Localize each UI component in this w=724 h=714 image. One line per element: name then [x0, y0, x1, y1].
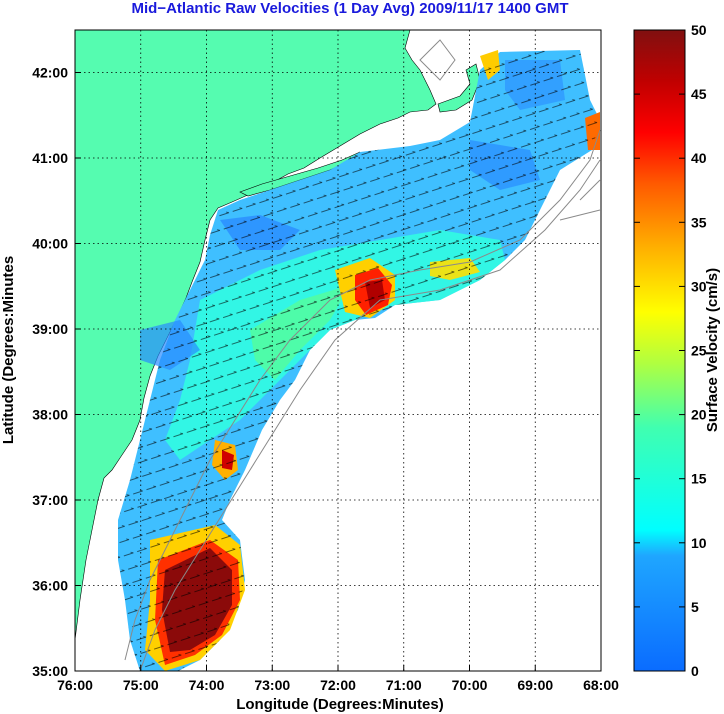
colorbar-tick-label: 20 [691, 407, 707, 423]
colorbar-tick-label: 35 [691, 214, 707, 230]
y-axis-ticks: 35:00 36:00 37:00 38:00 39:00 40:00 41:00 42:00 [32, 65, 81, 679]
x-tick-label: 71:00 [386, 677, 422, 693]
y-tick-label: 38:00 [32, 407, 68, 423]
colorbar-tick-label: 45 [691, 86, 707, 102]
colorbar-ticks: 0 5 10 15 20 25 30 35 40 45 50 [634, 22, 707, 679]
x-tick-label: 72:00 [320, 677, 356, 693]
colorbar-tick-label: 40 [691, 150, 707, 166]
land-mass [75, 30, 437, 641]
y-tick-label: 41:00 [32, 150, 68, 166]
y-tick-label: 37:00 [32, 492, 68, 508]
colorbar-label: Surface Velocity (cm/s) [704, 268, 721, 432]
map-title: Mid−Atlantic Raw Velocities (1 Day Avg) … [131, 0, 569, 17]
grid-lines [75, 30, 601, 671]
x-tick-label: 70:00 [452, 677, 488, 693]
colorbar-tick-label: 50 [691, 22, 707, 38]
x-tick-label: 76:00 [57, 677, 93, 693]
colorbar-tick-label: 10 [691, 535, 707, 551]
colorbar-tick-label: 30 [691, 278, 707, 294]
y-tick-label: 39:00 [32, 321, 68, 337]
x-tick-label: 68:00 [583, 677, 619, 693]
x-tick-label: 74:00 [189, 677, 225, 693]
x-tick-label: 75:00 [123, 677, 159, 693]
x-axis-label: Longitude (Degrees:Minutes) [236, 696, 444, 713]
colorbar-tick-label: 5 [691, 599, 699, 615]
y-tick-label: 36:00 [32, 578, 68, 594]
colorbar-tick-label: 15 [691, 471, 707, 487]
y-tick-label: 40:00 [32, 236, 68, 252]
colorbar-tick-label: 0 [691, 663, 699, 679]
y-tick-label: 42:00 [32, 65, 68, 81]
x-axis-ticks: 76:00 75:00 74:00 73:00 72:00 71:00 70:00 69:00… [57, 665, 619, 693]
y-axis-label: Latitude (Degrees:Minutes [0, 256, 17, 444]
y-tick-label: 35:00 [32, 663, 68, 679]
colorbar [633, 29, 686, 672]
x-tick-label: 69:00 [517, 677, 553, 693]
x-tick-label: 73:00 [254, 677, 290, 693]
colorbar-tick-label: 25 [691, 343, 707, 359]
